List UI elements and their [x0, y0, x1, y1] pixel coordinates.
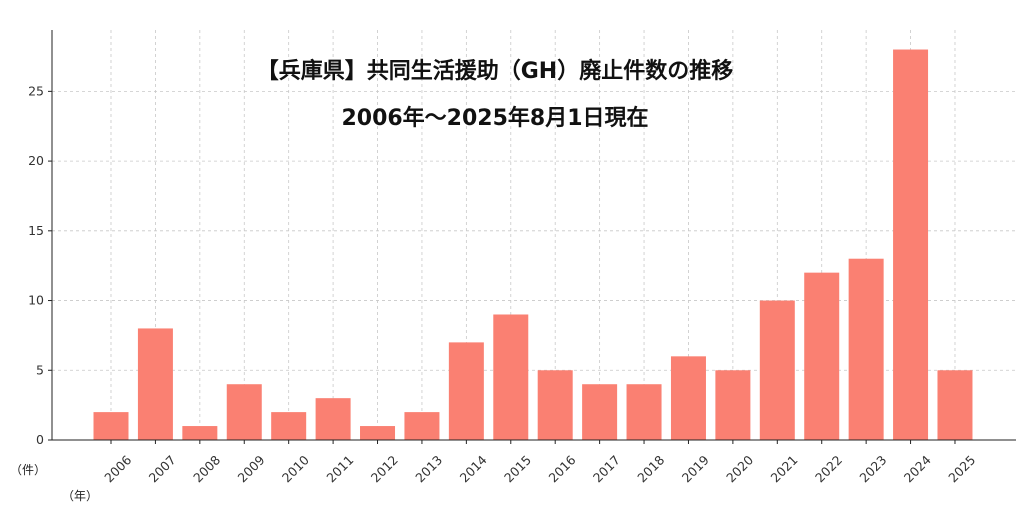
x-tick-labels: 2006 2007 2008 2009 2010 2011 2012 2013 2014 2015… — [101, 440, 978, 485]
x-tick-label: 2016 — [545, 452, 578, 485]
chart-title: 【兵庫県】共同生活援助（GH）廃止件数の推移 — [257, 58, 733, 84]
x-tick-label: 2006 — [101, 452, 134, 485]
x-tick-label: 2018 — [634, 452, 667, 485]
x-tick-label: 2025 — [945, 452, 978, 485]
bar-2013 — [404, 412, 440, 440]
x-tick-label: 2013 — [412, 452, 445, 485]
bar-2022 — [804, 272, 840, 440]
y-axis-unit-label: （件） — [10, 463, 46, 477]
bar-2025 — [937, 370, 973, 440]
x-tick-label: 2021 — [768, 452, 801, 485]
chart-subtitle: 2006年～2025年8月1日現在 — [341, 105, 648, 131]
bar-2023 — [848, 258, 884, 440]
bars — [93, 49, 973, 441]
x-tick-label: 2020 — [723, 452, 756, 485]
bar-2020 — [715, 370, 751, 440]
x-tick-label: 2009 — [235, 452, 268, 485]
x-axis-unit-label: （年） — [62, 489, 98, 503]
x-tick-label: 2015 — [501, 452, 534, 485]
bar-2014 — [448, 342, 484, 440]
bar-2021 — [759, 300, 795, 440]
x-tick-label: 2014 — [457, 452, 490, 485]
bar-2009 — [226, 384, 262, 440]
y-tick-labels: 0 5 10 15 20 25 — [28, 83, 52, 447]
bar-2012 — [360, 426, 396, 440]
x-tick-label: 2011 — [323, 452, 356, 485]
y-tick-label: 15 — [28, 223, 44, 238]
axes — [51, 30, 1016, 441]
bar-2008 — [182, 426, 218, 440]
bar-2017 — [582, 384, 618, 440]
bar-2024 — [893, 49, 929, 441]
y-tick-label: 10 — [28, 293, 44, 308]
y-tick-label: 0 — [36, 432, 44, 447]
bar-2010 — [271, 412, 307, 440]
x-tick-label: 2019 — [679, 452, 712, 485]
bar-2006 — [93, 412, 129, 440]
x-tick-label: 2012 — [368, 452, 401, 485]
x-tick-label: 2022 — [812, 452, 845, 485]
y-tick-label: 25 — [28, 83, 44, 98]
x-tick-label: 2008 — [190, 452, 223, 485]
bar-2015 — [493, 314, 529, 440]
bar-2007 — [137, 328, 173, 440]
bar-2016 — [537, 370, 573, 440]
bar-2018 — [626, 384, 662, 440]
x-tick-label: 2007 — [146, 452, 179, 485]
bar-2011 — [315, 398, 351, 440]
x-tick-label: 2017 — [590, 452, 623, 485]
x-tick-label: 2010 — [279, 452, 312, 485]
x-tick-label: 2023 — [856, 452, 889, 485]
y-tick-label: 20 — [28, 153, 44, 168]
bar-2019 — [670, 356, 706, 440]
y-tick-label: 5 — [36, 362, 44, 377]
x-tick-label: 2024 — [901, 452, 934, 485]
